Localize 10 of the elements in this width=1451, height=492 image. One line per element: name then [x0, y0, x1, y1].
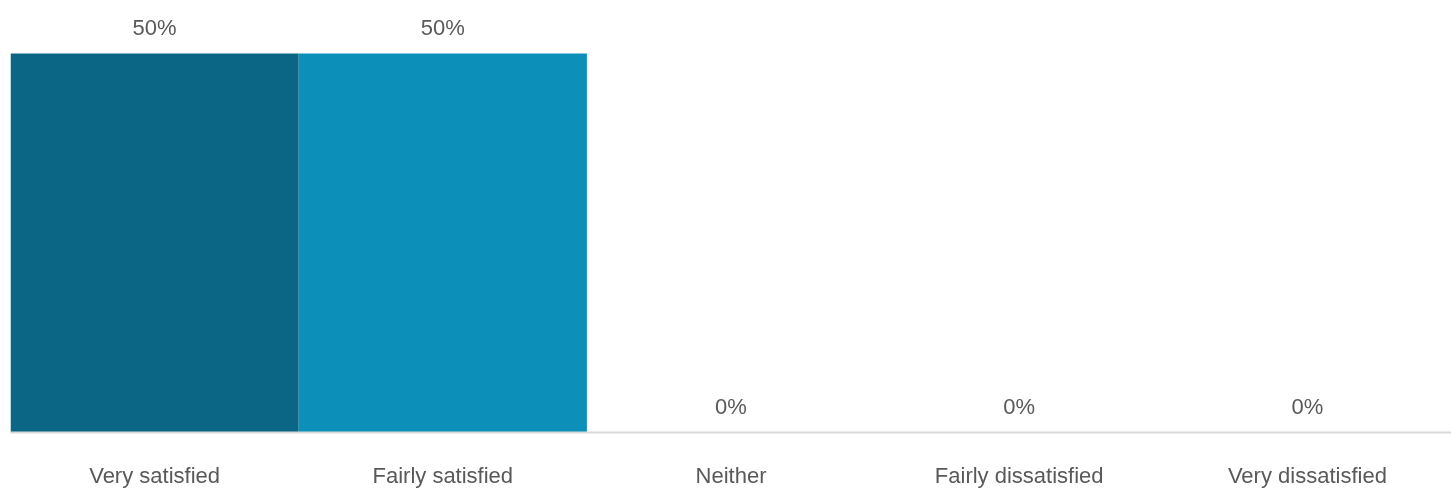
data-label: 0%: [1291, 393, 1324, 419]
data-label: 50%: [132, 14, 177, 40]
data-label: 0%: [715, 393, 747, 419]
x-tick-label: Very dissatisfied: [1227, 462, 1387, 488]
data-label: 0%: [1003, 393, 1036, 419]
x-tick-label: Very satisfied: [89, 462, 221, 488]
data-label: 50%: [420, 14, 465, 40]
x-tick-label: Neither: [695, 462, 767, 488]
x-tick-label: Fairly satisfied: [372, 462, 514, 488]
x-tick-label: Fairly dissatisfied: [934, 462, 1104, 488]
